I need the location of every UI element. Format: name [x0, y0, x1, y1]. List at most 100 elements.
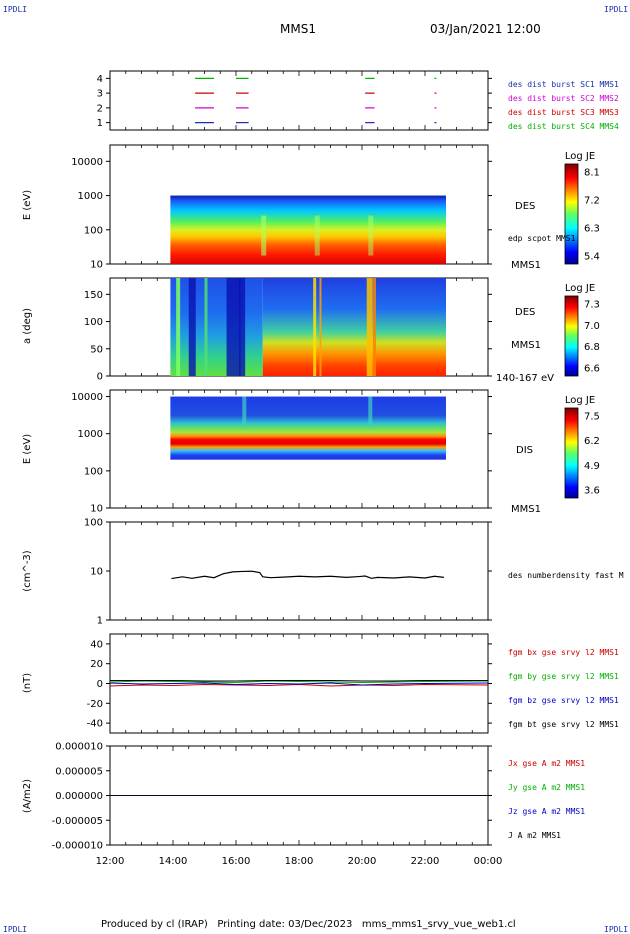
density-panel-frame — [109, 521, 489, 621]
des-energy-label: DES — [515, 201, 535, 212]
mission-title: MMS1 — [280, 22, 316, 36]
des-energy-label: edp scpot MMS1 — [508, 234, 576, 243]
density-ytick-label: 1 — [97, 616, 103, 627]
des-energy-colorbar — [564, 163, 579, 265]
des-energy-stripe — [314, 215, 320, 256]
bfield-ytick-label: -20 — [87, 699, 103, 710]
des-pitch-heatmap — [262, 278, 446, 376]
current-ytick-label: -0.000010 — [52, 841, 103, 852]
des-energy-colorbar-title: Log JE — [565, 151, 595, 162]
burst-ytick-label: 1 — [97, 118, 103, 129]
x-tick-label: 12:00 — [96, 856, 125, 867]
dis-energy-label: MMS1 — [511, 504, 541, 515]
des-pitch-column — [319, 278, 322, 376]
corner-label-br: IPDLI — [604, 925, 629, 934]
density-ylabel: (cm^-3) — [22, 550, 33, 591]
current-ytick-label: -0.000005 — [52, 816, 103, 827]
x-tick-label: 14:00 — [159, 856, 188, 867]
dis-energy-colorbar-label: 7.5 — [584, 412, 600, 423]
bfield-ytick-label: -40 — [87, 719, 103, 730]
des-energy-stripe — [368, 215, 374, 256]
x-tick-label: 22:00 — [411, 856, 440, 867]
current-ytick-label: 0.000000 — [55, 791, 103, 802]
burst-ytick-label: 4 — [97, 74, 103, 85]
current-ytick-label: 0.000010 — [55, 742, 103, 753]
des-pitch-colorbar-label: 7.3 — [584, 300, 600, 311]
burst-legend-label: des dist burst SC2 MMS2 — [508, 94, 619, 103]
des-pitch-column — [373, 278, 377, 376]
bfield-ytick-label: 20 — [90, 659, 103, 670]
density-legend-label: des numberdensity fast M — [508, 571, 624, 580]
footer-printing-date: Printing date: 03/Dec/2023 — [217, 919, 353, 930]
burst-legend-label: des dist burst SC3 MMS3 — [508, 108, 619, 117]
x-tick-label: 20:00 — [348, 856, 377, 867]
footer-produced-by: Produced by cl (IRAP) — [101, 919, 208, 930]
des-energy-ytick-label: 10000 — [71, 157, 103, 168]
des-energy-label: MMS1 — [511, 260, 541, 271]
des-energy-ytick-label: 10 — [90, 260, 103, 271]
des-energy-heatmap — [170, 195, 446, 264]
bfield-legend-label: fgm bt gse srvy l2 MMS1 — [508, 720, 619, 729]
des-pitch-column — [313, 278, 317, 376]
des-energy-ytick-label: 1000 — [78, 191, 103, 202]
footer: Produced by cl (IRAP) Printing date: 03/… — [101, 919, 516, 930]
corner-label-tr: IPDLI — [604, 5, 629, 14]
dis-energy-ytick-label: 1000 — [78, 429, 103, 440]
des-pitch-ytick-label: 150 — [84, 290, 103, 301]
dis-energy-colorbar-label: 4.9 — [584, 461, 600, 472]
dis-energy-ylabel: E (eV) — [22, 434, 33, 464]
corner-label-bl: IPDLI — [3, 925, 28, 934]
dis-energy-colorbar — [564, 407, 579, 499]
bfield-series-line — [109, 682, 489, 686]
density-ytick-label: 100 — [84, 518, 103, 529]
des-pitch-colorbar-title: Log JE — [565, 283, 595, 294]
bfield-series-line — [109, 683, 489, 687]
current-legend-label: J A m2 MMS1 — [508, 831, 561, 840]
des-pitch-label: 140-167 eV — [496, 373, 554, 384]
des-pitch-gap — [188, 278, 196, 376]
bfield-ytick-label: 40 — [90, 639, 103, 650]
dis-energy-column — [368, 396, 373, 427]
x-tick-label: 16:00 — [222, 856, 251, 867]
des-pitch-column — [176, 278, 181, 376]
current-ytick-label: 0.000005 — [55, 766, 103, 777]
des-pitch-colorbar-label: 6.6 — [584, 364, 600, 375]
des-pitch-ytick-label: 100 — [84, 317, 103, 328]
burst-ytick-label: 2 — [97, 103, 103, 114]
bfield-ytick-label: 0 — [97, 679, 103, 690]
des-energy-colorbar-label: 7.2 — [584, 196, 600, 207]
des-pitch-label: MMS1 — [511, 340, 541, 351]
bfield-ylabel: (nT) — [22, 673, 33, 693]
des-pitch-gap — [226, 278, 241, 376]
current-ylabel: (A/m2) — [22, 779, 33, 813]
corner-label-tl: IPDLI — [3, 5, 28, 14]
dis-energy-ytick-label: 100 — [84, 466, 103, 477]
des-pitch-colorbar-label: 6.8 — [584, 342, 600, 353]
bfield-legend-label: fgm bx gse srvy l2 MMS1 — [508, 648, 619, 657]
dis-energy-colorbar-title: Log JE — [565, 395, 595, 406]
current-legend-label: Jx gse A m2 MMS1 — [508, 759, 585, 768]
des-pitch-colorbar-label: 7.0 — [584, 321, 600, 332]
des-energy-ytick-label: 100 — [84, 225, 103, 236]
footer-filename: mms_mms1_srvy_vue_web1.cl — [361, 919, 516, 930]
datetime-title: 03/Jan/2021 12:00 — [430, 22, 541, 36]
burst-ytick-label: 3 — [97, 89, 103, 100]
bfield-legend-label: fgm by gse srvy l2 MMS1 — [508, 672, 619, 681]
burst-legend-label: des dist burst SC4 MMS4 — [508, 122, 619, 131]
dis-energy-ytick-label: 10 — [90, 504, 103, 515]
dis-energy-ytick-label: 10000 — [71, 392, 103, 403]
des-pitch-column — [366, 278, 373, 376]
des-pitch-ytick-label: 0 — [97, 372, 103, 383]
dis-energy-heatmap — [170, 396, 446, 460]
des-energy-stripe — [261, 215, 267, 256]
x-tick-label: 00:00 — [474, 856, 503, 867]
des-energy-colorbar-label: 5.4 — [584, 252, 600, 263]
density-ytick-label: 10 — [90, 567, 103, 578]
des-pitch-heatmap — [170, 278, 263, 376]
bfield-legend-label: fgm bz gse srvy l2 MMS1 — [508, 696, 619, 705]
des-energy-colorbar-label: 8.1 — [584, 168, 600, 179]
des-pitch-label: DES — [515, 307, 535, 318]
x-tick-label: 18:00 — [285, 856, 314, 867]
des-energy-ylabel: E (eV) — [22, 190, 33, 220]
